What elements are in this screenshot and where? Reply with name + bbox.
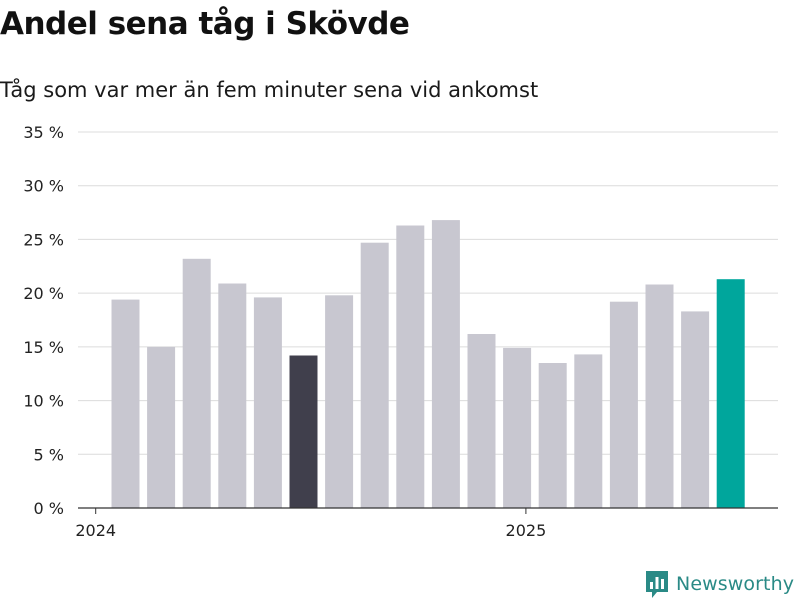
y-tick-label: 30 % xyxy=(23,177,64,196)
bar-2024-03 xyxy=(182,258,211,508)
y-tick-label: 10 % xyxy=(23,392,64,411)
bar-chart: 0 % 5 % 10 % 15 % 20 % 25 % 30 % 35 % 2024 2025 xyxy=(23,123,778,540)
bar-2025-03 xyxy=(609,301,638,508)
bar-series xyxy=(111,220,745,508)
newsworthy-logo-icon xyxy=(646,571,668,598)
bar-2024-12 xyxy=(503,347,532,508)
brand-name: Newsworthy xyxy=(676,573,795,595)
bar-2024-01 xyxy=(111,299,140,508)
bar-2024-07 xyxy=(325,295,354,508)
newsworthy-brand: Newsworthy xyxy=(644,569,794,599)
bar-2024-11 xyxy=(467,334,496,508)
chart-subtitle: Tåg som var mer än fem minuter sena vid … xyxy=(0,78,539,102)
bar-2025-06 xyxy=(716,279,745,508)
x-tick-label: 2024 xyxy=(75,521,116,540)
bar-2025-04 xyxy=(645,284,674,508)
bar-2025-05 xyxy=(681,311,710,508)
x-tick-label: 2025 xyxy=(506,521,547,540)
bar-2025-01 xyxy=(538,363,567,508)
bar-2024-09 xyxy=(396,225,425,508)
bar-2025-02 xyxy=(574,354,603,508)
y-tick-label: 5 % xyxy=(34,445,64,464)
y-tick-label: 25 % xyxy=(23,230,64,249)
bar-2024-02 xyxy=(147,346,176,508)
y-axis-labels: 0 % 5 % 10 % 15 % 20 % 25 % 30 % 35 % xyxy=(23,123,64,518)
y-tick-label: 15 % xyxy=(23,338,64,357)
y-tick-label: 20 % xyxy=(23,284,64,303)
y-tick-label: 0 % xyxy=(34,499,64,518)
x-axis-ticks: 2024 2025 xyxy=(75,508,546,540)
bar-2024-04 xyxy=(218,283,247,508)
bar-2024-06 xyxy=(289,355,318,508)
y-tick-label: 35 % xyxy=(23,123,64,142)
bar-2024-10 xyxy=(431,220,460,508)
bar-2024-05 xyxy=(253,297,282,508)
bar-2024-08 xyxy=(360,242,389,508)
chart-title: Andel sena tåg i Skövde xyxy=(0,6,410,42)
